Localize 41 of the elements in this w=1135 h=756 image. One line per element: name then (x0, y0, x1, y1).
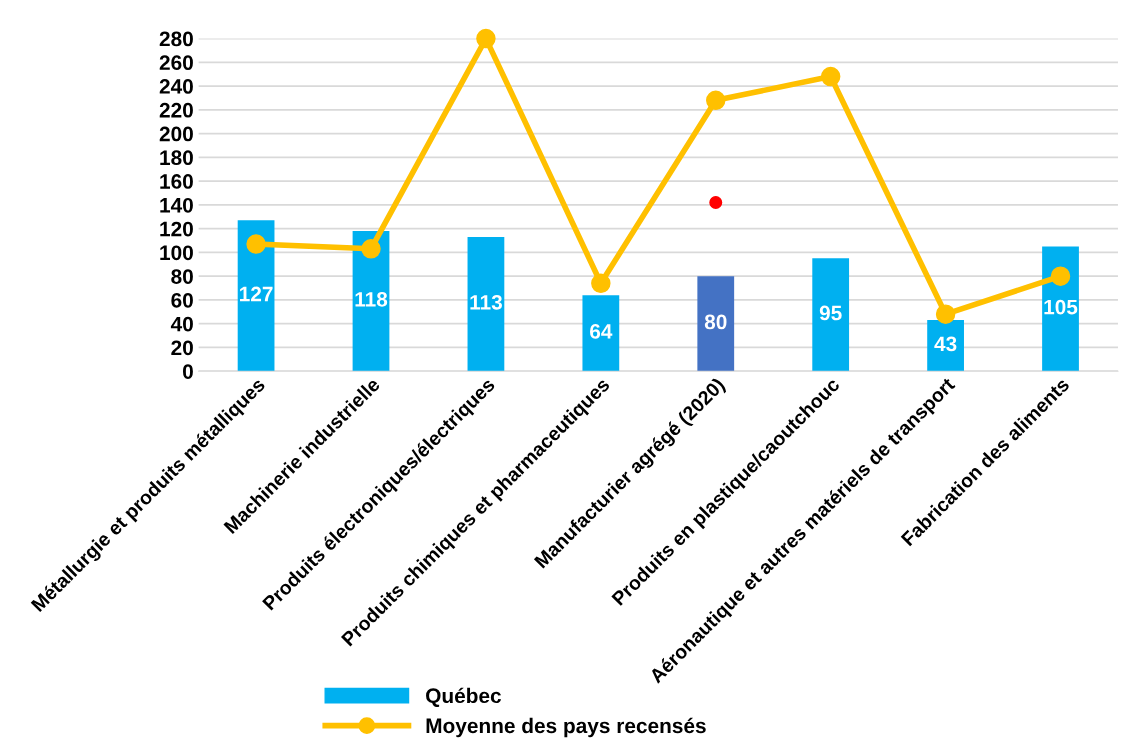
bar (697, 276, 735, 372)
y-tick-label: 120 (160, 221, 193, 237)
data-label: 105 (1044, 299, 1078, 315)
y-tick-label: 160 (160, 174, 193, 189)
data-label: 127 (240, 286, 273, 302)
data-label: 64 (590, 324, 613, 339)
point (246, 234, 266, 254)
bar (582, 295, 620, 372)
data-label: 113 (470, 294, 502, 310)
data-label: 118 (355, 291, 388, 307)
y-tick-label: 240 (159, 79, 193, 94)
y-tick-label: 220 (159, 102, 193, 118)
bar (812, 258, 850, 372)
bar (237, 220, 275, 372)
point (820, 66, 841, 87)
point (935, 304, 956, 324)
y-tick-label: 40 (170, 316, 193, 332)
bar (1042, 246, 1079, 372)
point (361, 239, 381, 259)
bar (467, 236, 505, 372)
y-tick-label: 260 (159, 55, 193, 71)
data-label: 43 (934, 336, 957, 352)
y-tick-label: 200 (159, 126, 193, 142)
y-tick-label: 60 (171, 292, 193, 308)
y-tick-label: 140 (160, 197, 193, 213)
data-label: 80 (704, 314, 727, 330)
legend-label: Québec (426, 687, 502, 708)
y-tick-label: 280 (159, 31, 193, 47)
y-tick-label: 100 (160, 245, 193, 261)
legend-label: Moyenne des pays recensés (426, 717, 706, 738)
point (591, 273, 611, 294)
point (706, 90, 726, 111)
y-tick-label: 20 (171, 340, 193, 356)
bar (352, 231, 390, 372)
y-tick-label: 0 (183, 364, 193, 379)
bar (927, 320, 964, 372)
data-label: 95 (819, 305, 842, 321)
y-tick-label: 80 (171, 269, 193, 284)
point (1050, 266, 1071, 286)
point (476, 28, 496, 49)
y-tick-label: 180 (160, 150, 193, 166)
